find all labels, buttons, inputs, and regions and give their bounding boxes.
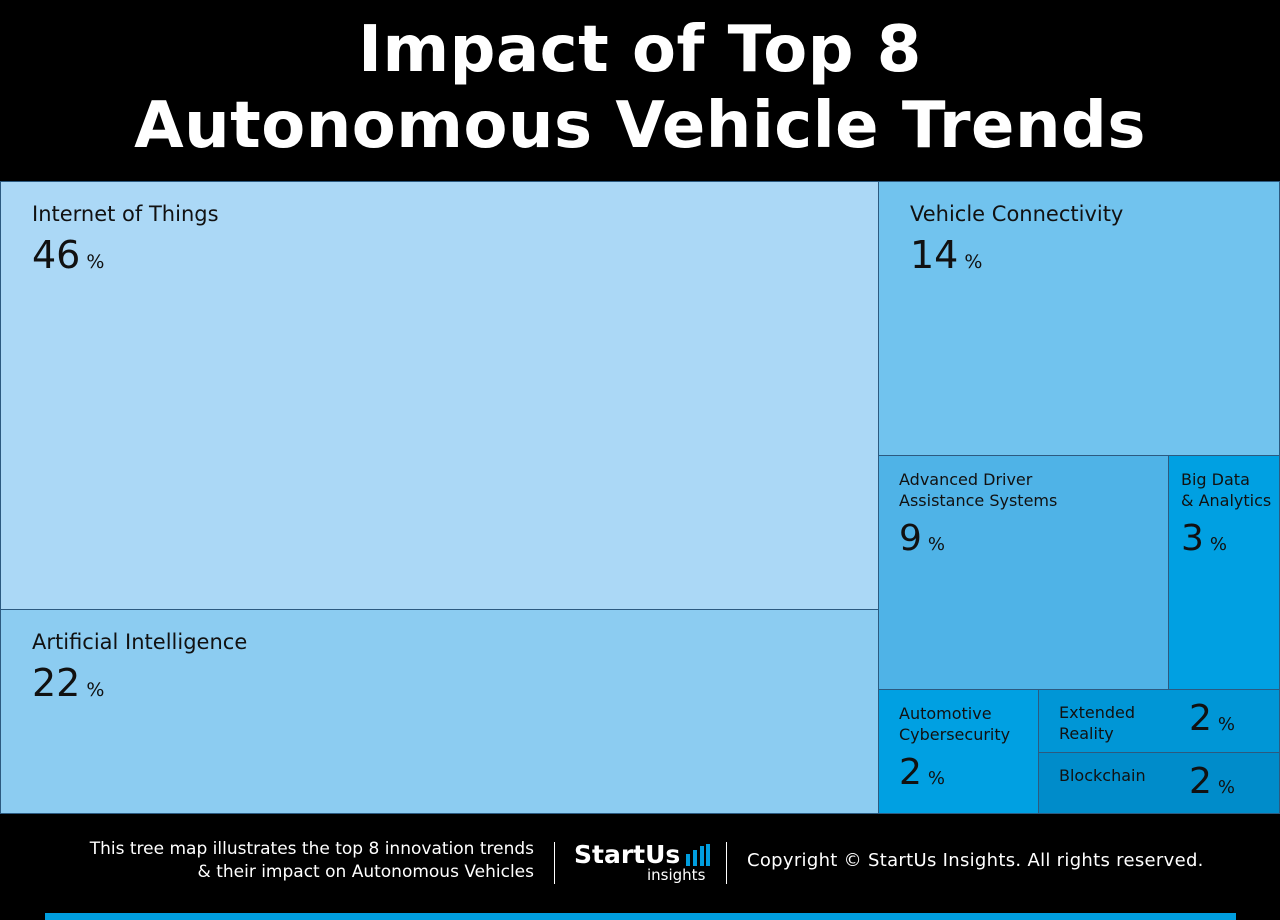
treemap-tile-big-data-analytics: Big Data & Analytics 3% — [1168, 455, 1280, 690]
copyright-text: Copyright © StartUs Insights. All rights… — [747, 850, 1204, 871]
treemap-tile-advanced-driver-assistance-systems: Advanced Driver Assistance Systems 9% — [878, 455, 1169, 690]
tile-label: Advanced Driver Assistance Systems — [899, 470, 1058, 510]
tile-value-unit: % — [927, 768, 946, 789]
tile-value-unit: % — [964, 251, 983, 273]
tile-value-number: 2 — [1189, 761, 1212, 802]
treemap-tile-vehicle-connectivity: Vehicle Connectivity 14% — [878, 181, 1280, 456]
tile-value: 14% — [910, 230, 982, 287]
tile-value-number: 2 — [1189, 698, 1212, 739]
tile-label: Internet of Things — [32, 202, 219, 226]
tile-value-number: 2 — [899, 752, 922, 793]
tile-value-unit: % — [86, 251, 105, 273]
tile-value-number: 46 — [32, 233, 81, 277]
tile-value-unit: % — [1217, 714, 1236, 735]
tile-value: 3% — [1181, 516, 1227, 568]
tile-value-number: 9 — [899, 518, 922, 559]
tile-value: 22% — [32, 658, 104, 715]
tile-label: Blockchain — [1059, 766, 1146, 785]
tile-label: Big Data & Analytics — [1181, 470, 1272, 510]
accent-bar — [45, 913, 1236, 920]
chart-title-line-2: Autonomous Vehicle Trends — [134, 89, 1146, 163]
logo-bars-icon — [686, 844, 710, 866]
tile-value-number: 22 — [32, 661, 81, 705]
treemap-tile-artificial-intelligence: Artificial Intelligence 22% — [0, 609, 879, 814]
logo-sub-text: insights — [647, 866, 706, 884]
tile-label: Artificial Intelligence — [32, 630, 248, 654]
tile-value-number: 3 — [1181, 518, 1204, 559]
startus-logo: StartUs insights — [574, 840, 710, 886]
tile-value-unit: % — [86, 679, 105, 701]
footer: This tree map illustrates the top 8 inno… — [0, 814, 1280, 920]
treemap-tile-blockchain: Blockchain 2% — [1038, 752, 1280, 814]
tile-label: Extended Reality — [1059, 703, 1135, 743]
tile-value: 9% — [899, 516, 945, 568]
tile-value: 2% — [1189, 696, 1235, 748]
tile-value: 46% — [32, 230, 104, 287]
chart-title: Impact of Top 8 Autonomous Vehicle Trend… — [0, 12, 1280, 164]
chart-title-line-1: Impact of Top 8 — [358, 13, 922, 87]
logo-brand-text: StartUs — [574, 840, 681, 869]
tile-value-unit: % — [1209, 534, 1228, 555]
tile-value: 2% — [899, 750, 945, 802]
footer-divider-left — [554, 842, 555, 884]
treemap: Internet of Things 46% Artificial Intellig… — [0, 181, 1280, 814]
tile-label: Vehicle Connectivity — [910, 202, 1124, 226]
treemap-tile-extended-reality: Extended Reality 2% — [1038, 689, 1280, 753]
treemap-tile-automotive-cybersecurity: Automotive Cybersecurity 2% — [878, 689, 1039, 814]
footer-divider-right — [726, 842, 727, 884]
footer-description: This tree map illustrates the top 8 inno… — [89, 839, 534, 882]
tile-value-unit: % — [927, 534, 946, 555]
treemap-tile-internet-of-things: Internet of Things 46% — [0, 181, 879, 610]
tile-value: 2% — [1189, 759, 1235, 811]
tile-label: Automotive Cybersecurity — [899, 704, 1011, 744]
tile-value-unit: % — [1217, 777, 1236, 798]
tile-value-number: 14 — [910, 233, 959, 277]
